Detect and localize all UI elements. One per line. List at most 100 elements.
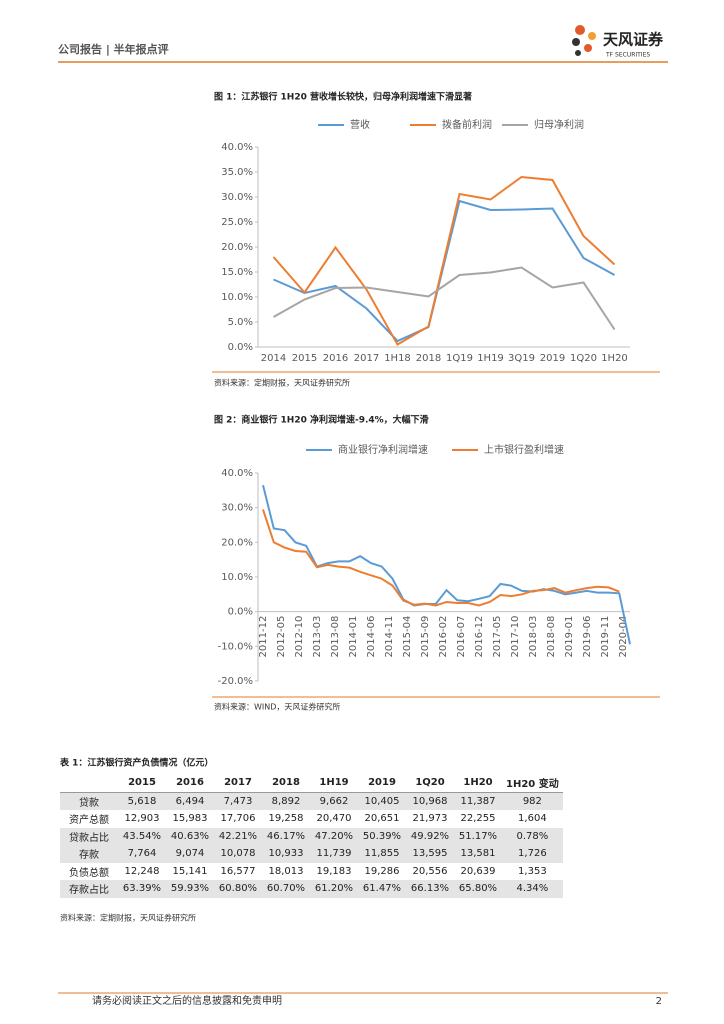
table-cell: 21,973	[412, 813, 448, 825]
table-cell: 4.34%	[502, 880, 563, 898]
header-cell: 2017	[214, 774, 262, 793]
legend-label: 上市银行盈利增速	[484, 443, 564, 456]
table-row: 负债总额 12,248 15,141 16,577 18,013 19,183 19,286…	[60, 863, 563, 881]
table-cell: 18,013	[268, 865, 304, 877]
disclaimer: 请务必阅读正文之后的信息披露和免责申明	[92, 994, 282, 1007]
y-tick-label: -10.0%	[218, 641, 253, 652]
table-cell: 65.80%	[454, 880, 502, 898]
table-cell: 20,470	[316, 813, 352, 825]
x-tick-label: 2014-01	[348, 616, 359, 658]
header-cell	[60, 774, 118, 793]
table: 2015 2016 2017 2018 1H19 2019 1Q20 1H20 1H20 变动贷…	[60, 774, 563, 898]
y-tick-label: 15.0%	[221, 267, 253, 278]
x-tick-label: 2016-02	[438, 616, 449, 658]
x-tick-label: 2016-12	[474, 616, 485, 658]
logo-en: TF SECURITIES	[605, 52, 650, 59]
series-line	[273, 266, 616, 331]
table-cell: 40.63%	[166, 827, 214, 845]
legend-label: 商业银行净利润增速	[338, 443, 428, 456]
y-tick-label: -20.0%	[218, 676, 253, 687]
x-tick-label: 2015	[292, 353, 317, 364]
report-type: 公司报告 | 半年报点评	[58, 42, 169, 56]
table-cell: 20,556	[412, 865, 448, 877]
table-cell: 存款占比	[60, 880, 118, 898]
header-cell: 1Q20	[406, 774, 454, 793]
table-cell: 22,255	[460, 813, 496, 825]
series-line	[262, 484, 631, 645]
table-cell: 7,473	[214, 792, 262, 810]
logo-icon	[572, 25, 596, 56]
x-tick-label: 2020-04	[618, 616, 629, 658]
table-cell: 10,968	[406, 792, 454, 810]
x-tick-label: 2016	[323, 353, 348, 364]
y-tick-label: 30.0%	[221, 503, 253, 514]
table-row: 存款占比 63.39% 59.93% 60.80% 60.70% 61.20% 61.47%…	[60, 880, 563, 898]
table-cell: 资产总额	[69, 815, 109, 827]
table-cell: 46.17%	[262, 827, 310, 845]
table-cell: 17,706	[220, 813, 256, 825]
series-line	[262, 509, 620, 607]
table-cell: 10,933	[262, 845, 310, 863]
table-row: 资产总额 12,903 15,983 17,706 19,258 20,470 20,651…	[60, 810, 563, 828]
table-cell: 60.70%	[262, 880, 310, 898]
y-tick-label: 40.0%	[221, 468, 253, 479]
table-cell: 61.47%	[358, 880, 406, 898]
table-cell: 6,494	[166, 792, 214, 810]
table-cell: 16,577	[220, 865, 256, 877]
header-cell: 1H19	[310, 774, 358, 793]
y-tick-label: 35.0%	[221, 167, 253, 178]
x-tick-label: 2017-05	[492, 616, 503, 658]
table-cell: 49.92%	[406, 827, 454, 845]
header-cell: 1H20 变动	[502, 774, 563, 793]
y-tick-label: 10.0%	[221, 572, 253, 583]
x-tick-label: 2014	[261, 353, 286, 364]
x-tick-label: 2017-10	[510, 616, 521, 658]
y-tick-label: 0.0%	[228, 607, 253, 618]
logo-cn: 天风证券	[603, 31, 664, 49]
x-tick-label: 2019	[540, 353, 565, 364]
table-cell: 5,618	[118, 792, 166, 810]
header-cell: 2018	[262, 774, 310, 793]
table-cell: 63.39%	[118, 880, 166, 898]
table-cell: 12,903	[124, 813, 160, 825]
x-tick-label: 2017	[354, 353, 379, 364]
table-cell: 47.20%	[310, 827, 358, 845]
table-cell: 9,074	[166, 845, 214, 863]
table-cell: 50.39%	[358, 827, 406, 845]
x-tick-label: 1Q19	[446, 353, 473, 364]
table-cell: 20,639	[460, 865, 496, 877]
y-tick-label: 40.0%	[221, 142, 253, 153]
header-row: 2015 2016 2017 2018 1H19 2019 1Q20 1H20 1H20 变动	[60, 774, 563, 793]
table-cell: 43.54%	[118, 827, 166, 845]
figure-source: 资料来源：WIND，天风证券研究所	[214, 702, 340, 712]
x-tick-label: 2016-07	[456, 616, 467, 658]
table-cell: 61.20%	[310, 880, 358, 898]
table-source: 资料来源：定期财报，天风证券研究所	[60, 913, 196, 923]
table-cell: 13,595	[406, 845, 454, 863]
table-cell: 0.78%	[502, 827, 563, 845]
table-cell: 11,739	[310, 845, 358, 863]
table-cell: 60.80%	[214, 880, 262, 898]
y-tick-label: 20.0%	[221, 242, 253, 253]
x-tick-label: 2013-08	[330, 616, 341, 658]
table-cell: 贷款	[60, 792, 118, 810]
x-tick-label: 2019-01	[564, 616, 575, 658]
table-cell: 59.93%	[166, 880, 214, 898]
y-tick-label: 5.0%	[228, 317, 253, 328]
table-cell: 10,078	[214, 845, 262, 863]
legend-label: 拨备前利润	[442, 118, 492, 131]
x-tick-label: 2018	[416, 353, 441, 364]
table-cell: 8,892	[262, 792, 310, 810]
y-tick-label: 10.0%	[221, 292, 253, 303]
table-cell: 1,604	[518, 813, 547, 825]
x-tick-label: 2012-10	[294, 616, 305, 658]
table-cell: 1,726	[502, 845, 563, 863]
table-title: 表 1：江苏银行资产负债情况（亿元）	[59, 757, 213, 769]
x-tick-label: 2014-11	[384, 616, 395, 658]
table-row: 存款 7,764 9,074 10,078 10,933 11,739 11,855 13,5…	[60, 845, 563, 863]
table-cell: 负债总额	[69, 867, 109, 879]
table-cell: 13,581	[454, 845, 502, 863]
table-cell: 9,662	[310, 792, 358, 810]
table-cell: 1,353	[518, 865, 547, 877]
x-tick-label: 2011-12	[258, 616, 269, 658]
